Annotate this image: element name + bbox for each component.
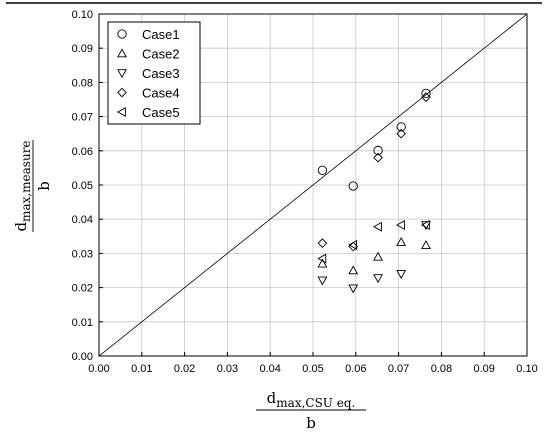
x-label-d: d [267, 389, 277, 407]
x-tick-label: 0.09 [473, 363, 494, 375]
x-tick-label: 0.07 [388, 363, 409, 375]
legend-marker-case3 [117, 69, 127, 79]
point-case5 [420, 220, 430, 230]
legend-label-case2: Case2 [142, 47, 180, 62]
y-tick-label: 0.10 [72, 9, 93, 21]
y-tick-label: 0.07 [72, 112, 93, 124]
point-case5 [348, 239, 358, 250]
y-label-numerator: dmax,measure [12, 140, 33, 231]
axis-ticks: 0.00 0.01 0.02 0.03 0.04 0.05 0.06 0.07 0.08 0.09… [72, 9, 538, 375]
point-case3 [421, 221, 431, 231]
point-case1 [373, 145, 383, 156]
point-case2 [373, 251, 384, 261]
x-tick-label: 0.03 [217, 363, 238, 375]
point-case3 [396, 270, 407, 280]
point-case4 [317, 238, 328, 248]
point-case1 [317, 165, 328, 175]
x-tick-label: 0.04 [259, 363, 280, 375]
legend: Case1 Case2 Case3 Case4 Case5 [107, 21, 201, 125]
data-points [317, 88, 431, 294]
point-case2 [348, 265, 359, 275]
x-tick-label: 0.06 [345, 363, 366, 375]
x-tick-label: 0.02 [174, 363, 195, 375]
x-label-numerator: dmax,CSU eq. [267, 389, 356, 410]
y-tick-label: 0.02 [72, 283, 93, 295]
point-case1 [421, 88, 431, 98]
point-case4 [396, 128, 407, 139]
x-label-subscript: max,CSU eq. [276, 396, 355, 410]
y-tick-label: 0.09 [72, 43, 93, 55]
y-tick-label: 0.06 [72, 146, 93, 158]
y-tick-label: 0.00 [72, 351, 93, 363]
reference-line [98, 13, 528, 357]
y-axis-label: dmax,measure b [12, 140, 53, 232]
legend-box [107, 21, 201, 125]
y-tick-label: 0.04 [72, 214, 93, 226]
point-case5 [396, 220, 405, 230]
y-tick-label: 0.01 [72, 317, 93, 329]
y-label-denominator: b [35, 181, 53, 191]
point-case2 [396, 236, 407, 246]
legend-marker-case4 [117, 87, 127, 98]
x-label-denominator: b [306, 414, 316, 432]
legend-marker-case2 [117, 48, 127, 58]
legend-label-case5: Case5 [142, 105, 180, 120]
x-tick-label: 0.08 [431, 363, 452, 375]
y-tick-label: 0.05 [72, 180, 93, 192]
point-case3 [373, 274, 384, 284]
point-case2 [317, 258, 328, 268]
point-case2 [421, 240, 431, 250]
point-case1 [396, 122, 406, 132]
x-tick-label: 0.10 [516, 363, 537, 375]
legend-marker-case5 [116, 107, 126, 117]
point-case4 [421, 92, 431, 102]
x-tick-label: 0.00 [88, 363, 109, 375]
point-case1 [348, 181, 358, 191]
point-case3 [348, 284, 359, 294]
legend-label-case4: Case4 [142, 86, 180, 101]
y-label-subscript: max,measure [19, 140, 33, 221]
y-tick-label: 0.08 [72, 77, 93, 89]
y-tick-label: 0.03 [72, 248, 93, 260]
legend-label-case1: Case1 [142, 27, 180, 42]
legend-label-case3: Case3 [142, 66, 180, 81]
y-label-d: d [12, 222, 30, 232]
point-case3 [317, 276, 328, 286]
point-case5 [372, 221, 382, 232]
point-case5 [317, 253, 327, 264]
point-case4 [373, 152, 383, 163]
legend-marker-case1 [117, 29, 127, 39]
x-axis-label: dmax,CSU eq. b [256, 389, 366, 432]
x-tick-label: 0.01 [131, 363, 152, 375]
x-tick-label: 0.05 [302, 363, 323, 375]
